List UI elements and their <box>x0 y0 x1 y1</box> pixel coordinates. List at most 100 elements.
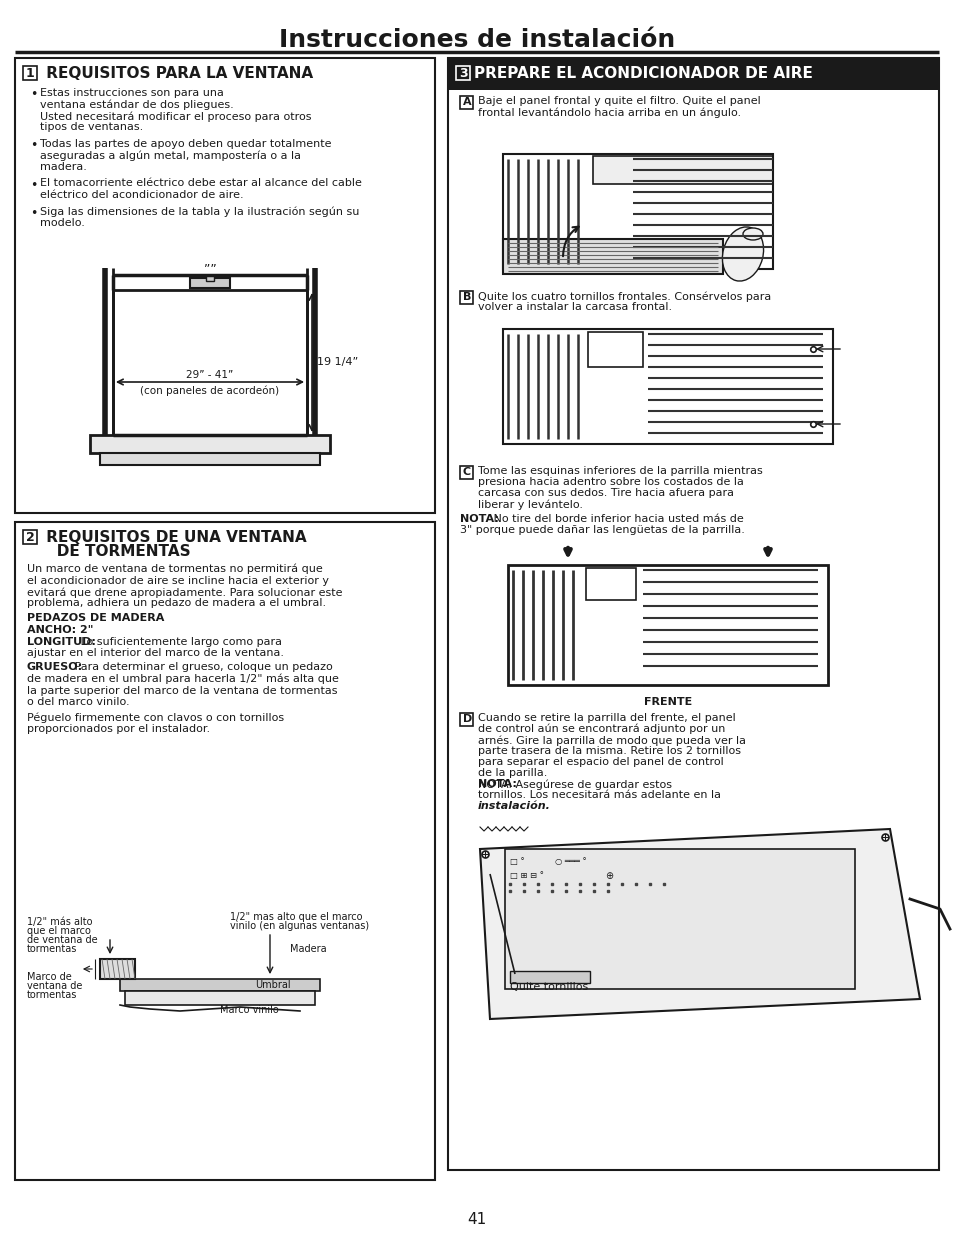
Text: (con paneles de acordeón): (con paneles de acordeón) <box>140 385 279 395</box>
Text: Madera: Madera <box>290 944 326 953</box>
Text: ””: ”” <box>203 263 216 275</box>
Text: PREPARE EL ACONDICIONADOR DE AIRE: PREPARE EL ACONDICIONADOR DE AIRE <box>474 65 812 82</box>
Text: NOTA: Asegúrese de guardar estos: NOTA: Asegúrese de guardar estos <box>477 779 671 789</box>
Text: •: • <box>30 88 37 101</box>
Text: Péguelo firmemente con clavos o con tornillos: Péguelo firmemente con clavos o con torn… <box>27 713 284 722</box>
Bar <box>125 990 314 1005</box>
Text: GRUESO:: GRUESO: <box>27 662 83 673</box>
Bar <box>23 530 37 543</box>
Text: PEDAZOS DE MADERA: PEDAZOS DE MADERA <box>27 613 164 622</box>
Text: tormentas: tormentas <box>27 990 77 1000</box>
Text: el acondicionador de aire se incline hacia el exterior y: el acondicionador de aire se incline hac… <box>27 576 329 585</box>
Text: o del marco vinilo.: o del marco vinilo. <box>27 697 130 706</box>
Text: Para determinar el grueso, coloque un pedazo: Para determinar el grueso, coloque un pe… <box>71 662 333 673</box>
Text: NOTA:: NOTA: <box>459 514 498 524</box>
Bar <box>120 979 319 990</box>
Ellipse shape <box>742 228 762 240</box>
Text: Tome las esquinas inferiores de la parrilla mientras: Tome las esquinas inferiores de la parri… <box>477 466 762 475</box>
Text: tormentas: tormentas <box>27 944 77 953</box>
Text: Instrucciones de instalación: Instrucciones de instalación <box>278 28 675 52</box>
Text: modelo.: modelo. <box>40 219 85 228</box>
Text: REQUISITOS PARA LA VENTANA: REQUISITOS PARA LA VENTANA <box>41 65 313 82</box>
Text: B: B <box>462 291 471 303</box>
Text: ○ ═══ °: ○ ═══ ° <box>555 857 586 866</box>
Text: No tire del borde inferior hacia usted más de: No tire del borde inferior hacia usted m… <box>490 514 743 524</box>
Text: ajustar en el interior del marco de la ventana.: ajustar en el interior del marco de la v… <box>27 648 284 658</box>
Text: □ ⊞ ⊟ °: □ ⊞ ⊟ ° <box>510 871 543 881</box>
Text: Baje el panel frontal y quite el filtro. Quite el panel: Baje el panel frontal y quite el filtro.… <box>477 96 760 106</box>
Text: El tomacorriente eléctrico debe estar al alcance del cable: El tomacorriente eléctrico debe estar al… <box>40 179 361 189</box>
Text: Marco vinilo: Marco vinilo <box>220 1005 278 1015</box>
Text: Estas instrucciones son para una: Estas instrucciones son para una <box>40 88 224 98</box>
Text: carcasa con sus dedos. Tire hacia afuera para: carcasa con sus dedos. Tire hacia afuera… <box>477 488 733 498</box>
Text: parte trasera de la misma. Retire los 2 tornillos: parte trasera de la misma. Retire los 2 … <box>477 746 740 756</box>
Text: que el marco: que el marco <box>27 926 91 936</box>
Text: Cuando se retire la parrilla del frente, el panel: Cuando se retire la parrilla del frente,… <box>477 713 735 722</box>
Text: □ °: □ ° <box>510 857 524 866</box>
Text: 1: 1 <box>26 67 34 80</box>
Bar <box>23 65 37 80</box>
Text: C: C <box>462 467 471 477</box>
Bar <box>459 713 473 726</box>
Text: FRENTE: FRENTE <box>643 697 691 706</box>
Bar <box>502 329 832 445</box>
Bar <box>448 58 938 90</box>
Text: liberar y levántelo.: liberar y levántelo. <box>477 499 582 510</box>
Bar <box>593 156 772 184</box>
Text: ventana estándar de dos pliegues.: ventana estándar de dos pliegues. <box>40 100 233 110</box>
Text: Usted necesitará modificar el proceso para otros: Usted necesitará modificar el proceso pa… <box>40 111 312 121</box>
Bar <box>504 848 854 989</box>
Bar <box>459 291 473 304</box>
Text: para separar el espacio del panel de control: para separar el espacio del panel de con… <box>477 757 723 767</box>
Bar <box>502 240 722 274</box>
Text: de ventana de: de ventana de <box>27 935 97 945</box>
Polygon shape <box>479 829 919 1019</box>
Text: evitará que drene apropiadamente. Para solucionar este: evitará que drene apropiadamente. Para s… <box>27 587 342 598</box>
Bar <box>448 58 938 1170</box>
Text: presiona hacia adentro sobre los costados de la: presiona hacia adentro sobre los costado… <box>477 477 743 487</box>
Text: 1/2" más alto: 1/2" más alto <box>27 918 92 927</box>
Text: vinilo (en algunas ventanas): vinilo (en algunas ventanas) <box>230 921 369 931</box>
Text: 2: 2 <box>26 531 34 543</box>
Bar <box>459 466 473 479</box>
Text: arnés. Gire la parrilla de modo que pueda ver la: arnés. Gire la parrilla de modo que pued… <box>477 735 745 746</box>
Text: de madera en el umbral para hacerla 1/2" más alta que: de madera en el umbral para hacerla 1/2"… <box>27 674 338 684</box>
Text: Todas las partes de apoyo deben quedar totalmente: Todas las partes de apoyo deben quedar t… <box>40 140 331 149</box>
Text: proporcionados por el instalador.: proporcionados por el instalador. <box>27 724 210 734</box>
Bar <box>587 332 642 367</box>
Text: A: A <box>462 98 471 107</box>
Text: D: D <box>462 714 472 724</box>
Text: eléctrico del acondicionador de aire.: eléctrico del acondicionador de aire. <box>40 190 243 200</box>
Text: Siga las dimensiones de la tabla y la ilustración según su: Siga las dimensiones de la tabla y la il… <box>40 206 359 217</box>
Text: LONGITUD:: LONGITUD: <box>27 637 95 647</box>
Text: tornillos. Los necesitará más adelante en la: tornillos. Los necesitará más adelante e… <box>477 790 720 800</box>
Text: ⊕: ⊕ <box>604 871 613 881</box>
Text: •: • <box>30 206 37 220</box>
Bar <box>90 435 330 453</box>
Text: 3" porque puede dañar las lengüetas de la parrilla.: 3" porque puede dañar las lengüetas de l… <box>459 525 744 535</box>
Text: Quite tornillos: Quite tornillos <box>510 982 588 992</box>
Text: 19 1/4”: 19 1/4” <box>316 357 358 367</box>
Text: volver a instalar la carcasa frontal.: volver a instalar la carcasa frontal. <box>477 303 672 312</box>
Bar <box>502 154 772 269</box>
Bar <box>100 960 135 979</box>
Text: Marco de: Marco de <box>27 972 71 982</box>
Text: ventana de: ventana de <box>27 981 82 990</box>
Text: Umbral: Umbral <box>254 981 291 990</box>
Text: •: • <box>30 179 37 191</box>
Text: Quite los cuatro tornillos frontales. Consérvelos para: Quite los cuatro tornillos frontales. Co… <box>477 291 770 301</box>
Text: DE TORMENTAS: DE TORMENTAS <box>41 543 191 559</box>
Bar <box>510 971 589 983</box>
Text: REQUISITOS DE UNA VENTANA: REQUISITOS DE UNA VENTANA <box>41 530 306 545</box>
Bar <box>459 96 473 109</box>
Text: instalación.: instalación. <box>477 802 550 811</box>
Text: 3: 3 <box>458 67 467 80</box>
Bar <box>15 522 435 1179</box>
Bar <box>100 453 319 466</box>
Text: •: • <box>30 140 37 152</box>
Bar <box>585 568 636 600</box>
Ellipse shape <box>721 227 762 282</box>
Text: madera.: madera. <box>40 162 87 172</box>
Text: NOTA:: NOTA: <box>477 779 517 789</box>
Text: 41: 41 <box>467 1212 486 1228</box>
